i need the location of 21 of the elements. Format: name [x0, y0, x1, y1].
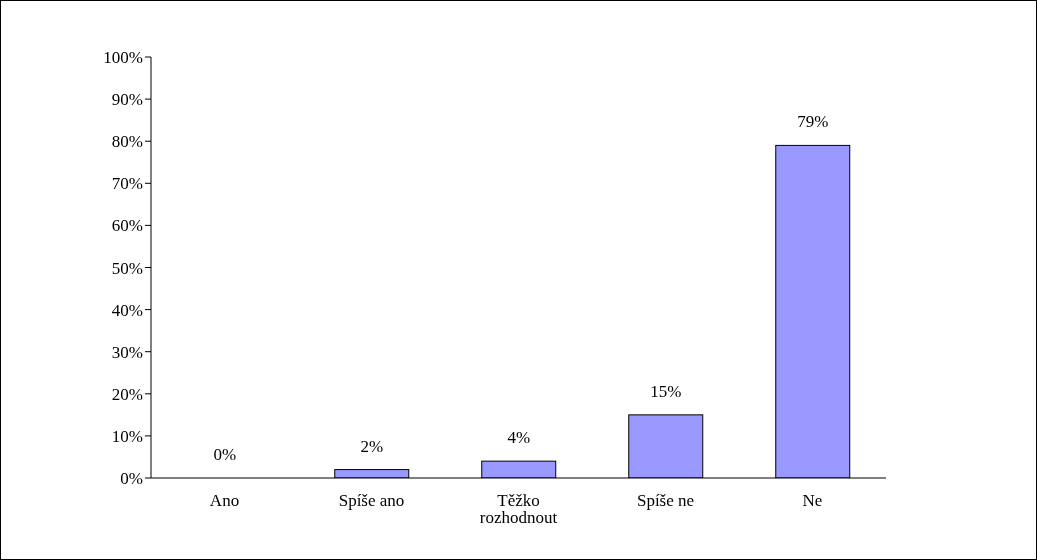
x-tick-label: Těžko rozhodnout [479, 491, 558, 528]
data-label: 15% [650, 381, 682, 401]
x-tick-label: Spíše ano [338, 491, 405, 511]
y-tick-label: 50% [111, 258, 143, 278]
y-tick-label: 40% [111, 300, 143, 320]
y-tick-label: 10% [111, 426, 143, 446]
y-tick-label: 80% [111, 132, 143, 152]
x-tick-label: Ne [802, 491, 823, 511]
data-label: 4% [507, 428, 531, 448]
data-label: 79% [797, 112, 829, 132]
y-tick-label: 30% [111, 342, 143, 362]
x-tick-label: Spíše ne [636, 491, 695, 511]
data-label: 2% [360, 436, 384, 456]
y-tick-label: 70% [111, 174, 143, 194]
data-label: 0% [213, 445, 237, 464]
x-tick-label: Ano [209, 491, 240, 511]
y-tick-label: 90% [111, 90, 143, 110]
y-tick-label: 60% [111, 216, 143, 236]
y-tick-label: 20% [111, 384, 143, 404]
y-tick-label: 0% [120, 469, 143, 489]
y-tick-label: 100% [103, 48, 143, 68]
